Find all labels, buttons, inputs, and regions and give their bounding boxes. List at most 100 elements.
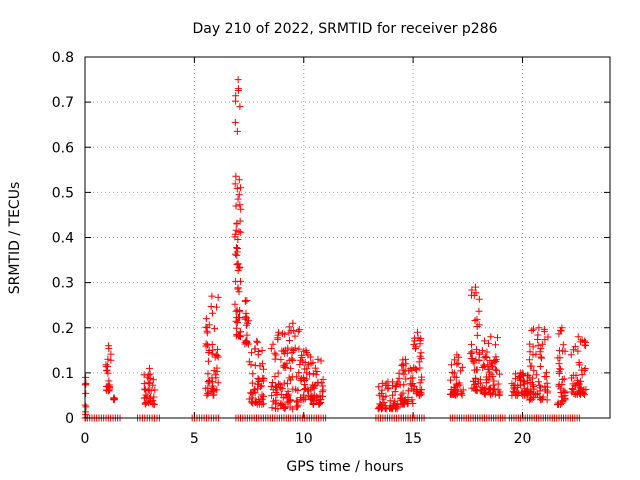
data-point-marker xyxy=(204,390,212,398)
data-point-marker xyxy=(574,347,582,355)
data-point-marker xyxy=(458,391,466,399)
data-point-marker xyxy=(245,358,253,366)
y-tick-label: 0.8 xyxy=(52,50,74,66)
data-point-marker xyxy=(472,289,480,297)
data-point-marker xyxy=(535,381,543,389)
data-point-marker xyxy=(269,340,277,348)
data-point-marker xyxy=(147,387,155,395)
data-point-marker xyxy=(214,379,222,387)
data-point-marker xyxy=(204,370,212,378)
data-point-marker xyxy=(526,362,534,370)
data-point-marker xyxy=(402,375,410,383)
data-point-marker xyxy=(208,292,216,300)
data-point-marker xyxy=(231,180,239,188)
data-point-marker xyxy=(248,390,256,398)
chart-title: Day 210 of 2022, SRMTID for receiver p28… xyxy=(192,21,497,37)
data-point-marker xyxy=(571,343,579,351)
data-point-marker xyxy=(234,285,242,293)
data-point-marker xyxy=(541,382,549,390)
data-point-marker xyxy=(490,385,498,393)
data-point-marker xyxy=(213,303,221,311)
data-point-marker xyxy=(319,393,327,401)
data-point-marker xyxy=(208,378,216,386)
data-point-marker xyxy=(293,403,301,411)
data-point-marker xyxy=(582,342,590,350)
data-point-marker xyxy=(208,341,216,349)
data-point-marker xyxy=(212,374,220,382)
data-point-marker xyxy=(391,388,399,396)
data-point-marker xyxy=(494,334,502,342)
data-point-marker xyxy=(392,402,400,410)
data-point-marker xyxy=(309,381,317,389)
data-point-marker xyxy=(104,355,112,363)
data-point-marker xyxy=(491,341,499,349)
data-point-marker xyxy=(110,394,118,402)
data-point-marker xyxy=(304,361,312,369)
data-point-marker xyxy=(271,404,279,412)
data-point-marker xyxy=(535,378,543,386)
data-point-marker xyxy=(248,379,256,387)
data-point-marker xyxy=(317,357,325,365)
data-point-marker xyxy=(416,340,424,348)
data-point-marker xyxy=(489,381,497,389)
data-point-marker xyxy=(285,323,293,331)
data-point-marker xyxy=(275,328,283,336)
data-point-marker xyxy=(555,347,563,355)
data-point-marker xyxy=(530,366,538,374)
data-point-marker xyxy=(277,400,285,408)
data-point-marker xyxy=(279,362,287,370)
data-point-marker xyxy=(556,354,564,362)
y-tick-label: 0.1 xyxy=(52,366,74,382)
data-point-marker xyxy=(208,309,216,317)
data-point-marker xyxy=(521,385,529,393)
data-point-marker xyxy=(202,315,210,323)
data-point-marker xyxy=(407,374,415,382)
data-point-marker xyxy=(396,381,404,389)
data-point-marker xyxy=(527,378,535,386)
data-point-marker xyxy=(494,380,502,388)
y-tick-label: 0 xyxy=(65,411,74,427)
data-point-marker xyxy=(102,383,110,391)
data-point-marker xyxy=(494,386,502,394)
data-point-marker xyxy=(237,205,245,213)
y-tick-label: 0.2 xyxy=(52,321,74,337)
data-point-marker xyxy=(386,404,394,412)
data-point-marker xyxy=(267,383,275,391)
data-point-marker xyxy=(569,346,577,354)
data-point-marker xyxy=(277,384,285,392)
data-point-marker xyxy=(272,351,280,359)
data-point-marker xyxy=(532,350,540,358)
data-point-marker xyxy=(536,348,544,356)
data-point-marker xyxy=(302,346,310,354)
data-point-marker xyxy=(289,356,297,364)
data-point-marker xyxy=(515,373,523,381)
data-point-marker xyxy=(140,394,148,402)
data-point-marker xyxy=(236,103,244,111)
data-point-marker xyxy=(253,338,261,346)
data-point-marker xyxy=(418,386,426,394)
data-point-marker xyxy=(411,345,419,353)
data-point-marker xyxy=(295,345,303,353)
data-point-marker xyxy=(480,361,488,369)
data-point-marker xyxy=(558,324,566,332)
data-point-marker xyxy=(317,396,325,404)
data-point-marker xyxy=(209,346,217,354)
data-point-marker xyxy=(243,338,251,346)
data-point-marker xyxy=(526,356,534,364)
x-tick-label: 5 xyxy=(190,431,199,447)
data-point-marker xyxy=(233,127,241,135)
data-point-marker xyxy=(234,236,242,244)
data-point-marker xyxy=(268,392,276,400)
data-point-marker xyxy=(237,184,245,192)
data-point-marker xyxy=(288,349,296,357)
data-point-marker xyxy=(207,303,215,311)
data-point-marker xyxy=(476,376,484,384)
data-point-marker xyxy=(404,396,412,404)
data-point-marker xyxy=(234,195,242,203)
data-point-marker xyxy=(484,339,492,347)
data-point-marker xyxy=(393,403,401,411)
data-point-marker xyxy=(208,350,216,358)
data-point-marker xyxy=(534,335,542,343)
y-tick-label: 0.5 xyxy=(52,185,74,201)
data-point-marker xyxy=(414,328,421,336)
